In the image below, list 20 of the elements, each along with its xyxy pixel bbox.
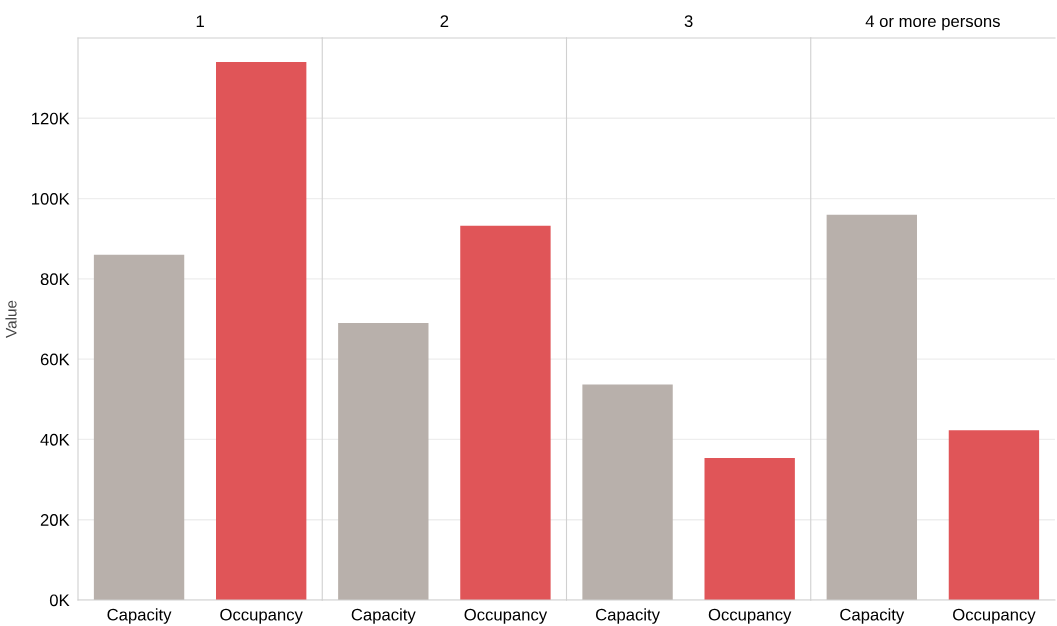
x-tick-label: Capacity	[351, 608, 416, 624]
x-tick-label: Occupancy	[220, 608, 303, 624]
x-tick-label: Capacity	[107, 608, 172, 624]
chart-title: 3	[684, 15, 693, 28]
x-tick-label: Capacity	[595, 608, 660, 624]
y-tick-label: 100K	[32, 192, 70, 205]
chart-title: 2	[440, 15, 449, 27]
x-tick-label: Occupancy	[708, 608, 792, 624]
y-tick-label: 0K	[49, 594, 70, 607]
x-tick-label: Occupancy	[953, 608, 1036, 624]
y-axis-title: Value	[5, 300, 17, 338]
chart-title: 4 or more persons	[865, 15, 1000, 31]
x-tick-label: Occupancy	[464, 608, 548, 624]
y-tick-label: 20K	[40, 514, 70, 526]
y-tick-label: 80K	[40, 273, 70, 286]
y-tick-label: 60K	[40, 353, 70, 366]
y-tick-label: 120K	[32, 112, 70, 125]
y-tick-label: 40K	[40, 433, 70, 446]
chart-title: 1	[196, 15, 204, 27]
x-tick-label: Capacity	[840, 608, 905, 624]
